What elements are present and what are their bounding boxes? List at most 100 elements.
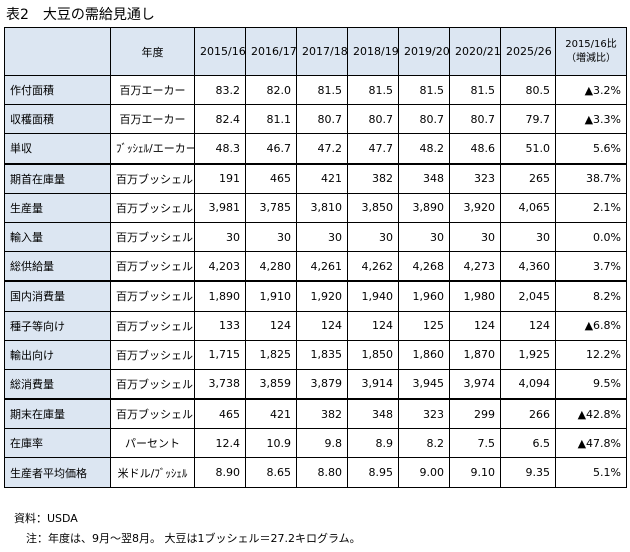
value-cell: 81.5 xyxy=(296,74,348,106)
value-cell: 82.4 xyxy=(194,104,246,135)
source-note: 資料：USDA xyxy=(14,512,78,525)
table-row: 作付面積 百万エーカー 83.2 82.0 81.5 81.5 81.5 81.5 80.5 ▲3… xyxy=(4,74,627,106)
row-unit: 百万ブッシェル xyxy=(110,339,195,370)
value-cell: 8.65 xyxy=(245,457,297,488)
row-label: 輸入量 xyxy=(4,221,111,253)
row-label: 作付面積 xyxy=(4,74,111,106)
value-cell: 323 xyxy=(398,398,450,430)
row-unit: 百万ブッシェル xyxy=(110,192,195,223)
value-cell: 191 xyxy=(194,162,246,194)
value-cell: 382 xyxy=(347,162,399,194)
ratio-cell: 3.7% xyxy=(555,251,627,282)
value-cell: 2,045 xyxy=(500,280,556,312)
row-unit: 百万ブッシェル xyxy=(110,280,195,312)
table-row: 国内消費量 百万ブッシェル 1,890 1,910 1,920 1,940 1,960 1,9… xyxy=(4,280,627,312)
value-cell: 30 xyxy=(347,221,399,253)
value-cell: 3,890 xyxy=(398,192,450,223)
value-cell: 265 xyxy=(500,162,556,194)
row-label: 在庫率 xyxy=(4,428,111,459)
row-unit: パーセント xyxy=(110,428,195,459)
value-cell: 3,859 xyxy=(245,368,297,400)
row-label: 輸出向け xyxy=(4,339,111,370)
table-row: 輸入量 百万ブッシェル 30 30 30 30 30 30 30 0.0% xyxy=(4,221,627,253)
value-cell: 9.00 xyxy=(398,457,450,488)
value-cell: 133 xyxy=(194,310,246,341)
table-body: 作付面積 百万エーカー 83.2 82.0 81.5 81.5 81.5 81.5 80.5 ▲3… xyxy=(4,74,627,488)
value-cell: 12.4 xyxy=(194,428,246,459)
value-cell: 124 xyxy=(347,310,399,341)
table-row: 総供給量 百万ブッシェル 4,203 4,280 4,261 4,262 4,268 4,27… xyxy=(4,251,627,282)
value-cell: 4,268 xyxy=(398,251,450,282)
value-cell: 3,850 xyxy=(347,192,399,223)
value-cell: 48.2 xyxy=(398,133,450,165)
table-row: 生産量 百万ブッシェル 3,981 3,785 3,810 3,850 3,890 3,920… xyxy=(4,192,627,223)
value-cell: 48.3 xyxy=(194,133,246,165)
row-label: 総消費量 xyxy=(4,368,111,400)
ratio-cell: 8.2% xyxy=(555,280,627,312)
value-cell: 3,981 xyxy=(194,192,246,223)
ratio-cell: 2.1% xyxy=(555,192,627,223)
value-cell: 1,980 xyxy=(449,280,501,312)
value-cell: 348 xyxy=(347,398,399,430)
value-cell: 299 xyxy=(449,398,501,430)
table-row: 収穫面積 百万エーカー 82.4 81.1 80.7 80.7 80.7 80.7 79.7 ▲3… xyxy=(4,104,627,135)
soybean-supply-demand-table: 年度 2015/16 2016/17 2017/18 2018/19 2019/… xyxy=(4,27,627,488)
row-unit: 百万ブッシェル xyxy=(110,368,195,400)
value-cell: 1,870 xyxy=(449,339,501,370)
ratio-cell: ▲6.8% xyxy=(555,310,627,341)
value-cell: 9.10 xyxy=(449,457,501,488)
value-cell: 4,065 xyxy=(500,192,556,223)
row-unit: 百万ブッシェル xyxy=(110,251,195,282)
value-cell: 81.5 xyxy=(449,74,501,106)
table-row: 在庫率 パーセント 12.4 10.9 9.8 8.9 8.2 7.5 6.5 ▲47.8% xyxy=(4,428,627,459)
header-unit-cell: 年度 xyxy=(110,27,195,76)
value-cell: 3,785 xyxy=(245,192,297,223)
row-label: 種子等向け xyxy=(4,310,111,341)
value-cell: 30 xyxy=(500,221,556,253)
value-cell: 124 xyxy=(245,310,297,341)
row-label: 期末在庫量 xyxy=(4,398,111,430)
value-cell: 4,094 xyxy=(500,368,556,400)
value-cell: 465 xyxy=(245,162,297,194)
value-cell: 48.6 xyxy=(449,133,501,165)
row-unit: 百万ブッシェル xyxy=(110,221,195,253)
row-label: 収穫面積 xyxy=(4,104,111,135)
value-cell: 1,910 xyxy=(245,280,297,312)
value-cell: 382 xyxy=(296,398,348,430)
value-cell: 3,738 xyxy=(194,368,246,400)
value-cell: 3,920 xyxy=(449,192,501,223)
table-row: 期首在庫量 百万ブッシェル 191 465 421 382 348 323 265 38.7% xyxy=(4,162,627,194)
value-cell: 1,825 xyxy=(245,339,297,370)
ratio-cell: 12.2% xyxy=(555,339,627,370)
header-year: 2016/17 xyxy=(245,27,297,76)
value-cell: 323 xyxy=(449,162,501,194)
value-cell: 4,280 xyxy=(245,251,297,282)
value-cell: 80.7 xyxy=(398,104,450,135)
ratio-cell: 38.7% xyxy=(555,162,627,194)
ratio-cell: ▲42.8% xyxy=(555,398,627,430)
value-cell: 81.5 xyxy=(347,74,399,106)
value-cell: 124 xyxy=(296,310,348,341)
value-cell: 421 xyxy=(245,398,297,430)
value-cell: 82.0 xyxy=(245,74,297,106)
value-cell: 4,273 xyxy=(449,251,501,282)
value-cell: 1,715 xyxy=(194,339,246,370)
value-cell: 1,920 xyxy=(296,280,348,312)
row-unit: 百万ブッシェル xyxy=(110,398,195,430)
row-unit: ﾌﾞｯｼｪﾙ/エーカー xyxy=(110,133,195,165)
value-cell: 30 xyxy=(245,221,297,253)
value-cell: 79.7 xyxy=(500,104,556,135)
row-label: 期首在庫量 xyxy=(4,162,111,194)
header-year: 2017/18 xyxy=(296,27,348,76)
value-cell: 10.9 xyxy=(245,428,297,459)
header-year: 2018/19 xyxy=(347,27,399,76)
value-cell: 8.80 xyxy=(296,457,348,488)
header-year: 2015/16 xyxy=(194,27,246,76)
value-cell: 80.7 xyxy=(449,104,501,135)
value-cell: 4,261 xyxy=(296,251,348,282)
row-label: 生産量 xyxy=(4,192,111,223)
table-row: 生産者平均価格 米ドル/ﾌﾞｯｼｪﾙ 8.90 8.65 8.80 8.95 9.00 9.1… xyxy=(4,457,627,488)
ratio-cell: ▲3.2% xyxy=(555,74,627,106)
value-cell: 80.5 xyxy=(500,74,556,106)
value-cell: 81.1 xyxy=(245,104,297,135)
